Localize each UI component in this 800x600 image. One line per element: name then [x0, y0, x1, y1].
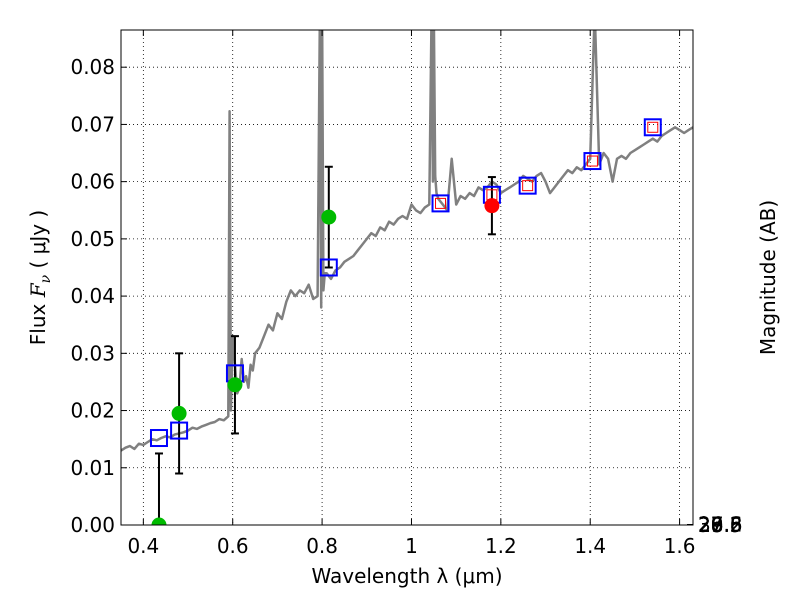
- magnitude-tick-label: 29: [698, 513, 723, 537]
- y-axis-title-subscript: ν: [38, 274, 54, 283]
- magnitude-tick-label: 27.5: [698, 513, 743, 537]
- magnitude-tick-label: 27.2: [698, 513, 743, 537]
- model-photometry-square: [319, 258, 338, 277]
- model-photometry-square: [518, 176, 537, 195]
- magnitude-tick-label: 26.6: [698, 513, 743, 537]
- y-tick-label: 0.04: [70, 284, 115, 308]
- y-tick-label: 0.02: [70, 399, 115, 423]
- model-photometry-square: [149, 429, 168, 448]
- spectrum-line: [121, 30, 693, 452]
- axes: 0.4 0.6 0.8 1 1.2 1.4 1.6 0.00 0.01 0.02 0.03 0.04 0…: [70, 30, 743, 558]
- y-tick-label: 0.07: [70, 112, 115, 136]
- plot-area: [121, 30, 693, 525]
- detection-point: [484, 198, 500, 214]
- model-photometry-inner-marker: [586, 155, 598, 167]
- y-tick-label: 0.06: [70, 170, 115, 194]
- y-tick-label: 0.08: [70, 55, 115, 79]
- y-axis-title-suffix: ( μJy ): [26, 210, 50, 275]
- y-tick-label: 0.00: [70, 513, 115, 537]
- plot-frame: [120, 29, 694, 526]
- y-axis-title: Flux Fν ( μJy ): [26, 210, 54, 345]
- x-tick-label: 1: [405, 534, 418, 558]
- magnitude-tick-label: 26.8: [698, 513, 743, 537]
- x-tick-label: 0.4: [127, 534, 159, 558]
- magnitude-tick-label: 28: [698, 513, 723, 537]
- model-photometry-inner-marker: [647, 121, 659, 133]
- x-tick-label: 0.6: [217, 534, 249, 558]
- detection-point: [171, 405, 187, 421]
- y-tick-label: 0.05: [70, 227, 115, 251]
- x-tick-label: 1.2: [485, 534, 517, 558]
- y-tick-label: 0.03: [70, 341, 115, 365]
- x-tick-label: 0.8: [306, 534, 338, 558]
- magnitude-tick-label: 27: [698, 513, 723, 537]
- x-tick-label: 1.6: [664, 534, 696, 558]
- model-photometry-square: [170, 421, 189, 440]
- magnitude-tick-label: 28.5: [698, 513, 743, 537]
- model-photometry-square: [431, 194, 450, 213]
- y-axis-title-symbol: F: [26, 282, 50, 298]
- model-photometry-inner-marker: [435, 197, 447, 209]
- detection-point: [151, 517, 167, 525]
- model-photometry-square: [583, 152, 602, 171]
- x-axis-title: Wavelength λ (μm): [311, 564, 502, 588]
- y-axis-title-prefix: Flux: [26, 297, 50, 345]
- detection-point: [227, 377, 243, 393]
- detection-point: [321, 209, 337, 225]
- magnitude-tick-label: 30: [698, 513, 723, 537]
- right-axis-title: Magnitude (AB): [756, 200, 780, 355]
- model-photometry-inner-marker: [522, 180, 534, 192]
- x-tick-label: 1.4: [574, 534, 606, 558]
- model-photometry-square: [643, 118, 662, 137]
- y-tick-label: 0.01: [70, 456, 115, 480]
- plot-background: [121, 30, 693, 525]
